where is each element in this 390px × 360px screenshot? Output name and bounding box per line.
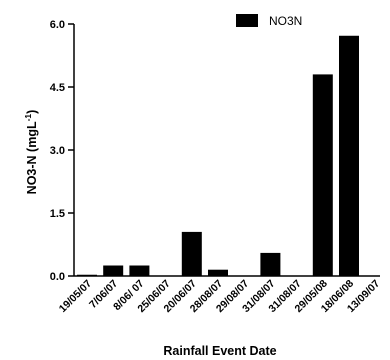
y-tick-label: 6.0 — [50, 19, 65, 31]
x-axis-title: Rainfall Event Date — [163, 344, 276, 358]
bars — [77, 35, 359, 277]
x-ticks: 19/05/077/06/078/06/ 0725/06/0720/06/072… — [57, 278, 383, 315]
y-tick-label: 0.0 — [50, 271, 65, 283]
bar — [103, 265, 124, 276]
legend-swatch — [236, 14, 258, 27]
y-tick-label: 1.5 — [50, 208, 65, 220]
bar — [208, 269, 228, 276]
bar — [339, 35, 359, 277]
bar — [312, 74, 333, 277]
bar — [129, 265, 150, 276]
x-tick-label: 19/05/07 — [57, 278, 94, 315]
bar — [77, 274, 97, 277]
legend: NO3N — [236, 14, 302, 28]
legend-label: NO3N — [269, 14, 302, 28]
y-ticks: 0.0 1.5 3.0 4.5 6.0 — [50, 19, 74, 283]
y-axis-title: NO3-N (mgL-1) — [23, 110, 39, 195]
bar — [260, 252, 281, 276]
y-tick-label: 4.5 — [50, 82, 65, 94]
y-tick-label: 3.0 — [50, 145, 65, 157]
bar — [181, 231, 202, 276]
